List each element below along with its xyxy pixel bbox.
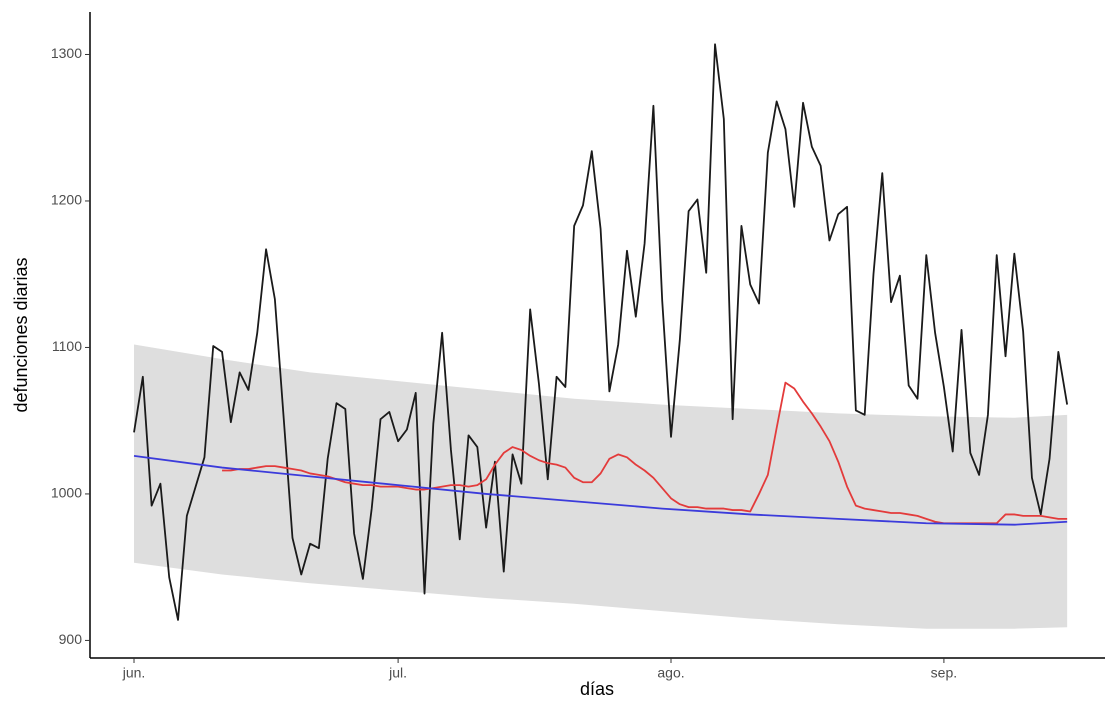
x-tick-label: jul. bbox=[388, 665, 407, 681]
data-line bbox=[222, 381, 1068, 525]
x-tick-label: jun. bbox=[122, 665, 146, 681]
data-line bbox=[133, 454, 1068, 526]
x-axis-title: días bbox=[580, 679, 614, 699]
y-tick-label: 1300 bbox=[51, 45, 82, 61]
data-line bbox=[133, 43, 1069, 621]
x-tick-label: ago. bbox=[657, 665, 684, 681]
confidence-band bbox=[134, 344, 1068, 629]
x-tick-label: sep. bbox=[931, 665, 957, 681]
y-tick-label: 1200 bbox=[51, 192, 82, 208]
y-tick-label: 900 bbox=[59, 631, 83, 647]
y-axis-title: defunciones diarias bbox=[11, 257, 31, 412]
y-tick-label: 1100 bbox=[52, 338, 82, 354]
y-tick-label: 1000 bbox=[51, 485, 82, 501]
